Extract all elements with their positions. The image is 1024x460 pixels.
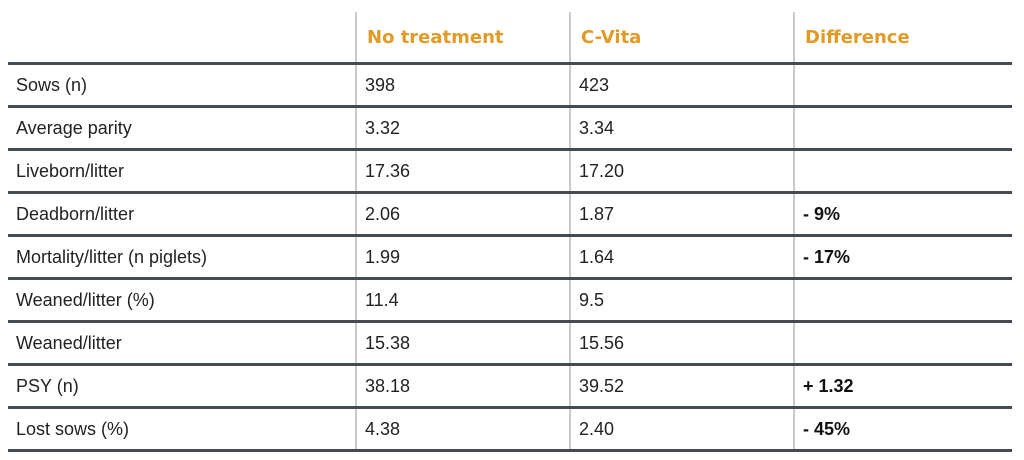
no-treatment-value: 2.06 — [355, 192, 570, 237]
difference-value — [793, 278, 1012, 323]
c-vita-value: 39.52 — [569, 364, 794, 409]
table-row: Sows (n) 398 423 — [8, 63, 1012, 108]
row-label: Weaned/litter (%) — [8, 278, 356, 323]
table-row: Deadborn/litter 2.06 1.87 - 9% — [8, 192, 1012, 237]
comparison-table: No treatment C-Vita Difference Sows (n) … — [8, 12, 1012, 452]
row-label: Lost sows (%) — [8, 407, 356, 452]
difference-value — [793, 149, 1012, 194]
c-vita-value: 9.5 — [569, 278, 794, 323]
no-treatment-value: 38.18 — [355, 364, 570, 409]
no-treatment-value: 11.4 — [355, 278, 570, 323]
difference-value: - 45% — [793, 407, 1012, 452]
c-vita-value: 1.87 — [569, 192, 794, 237]
table-row: Mortality/litter (n piglets) 1.99 1.64 -… — [8, 235, 1012, 280]
c-vita-value: 423 — [569, 63, 794, 108]
row-label: Average parity — [8, 106, 356, 151]
table-row: Lost sows (%) 4.38 2.40 - 45% — [8, 407, 1012, 452]
row-label: Mortality/litter (n piglets) — [8, 235, 356, 280]
table-row: Average parity 3.32 3.34 — [8, 106, 1012, 151]
c-vita-value: 1.64 — [569, 235, 794, 280]
no-treatment-value: 17.36 — [355, 149, 570, 194]
c-vita-value: 15.56 — [569, 321, 794, 366]
header-difference: Difference — [793, 12, 1012, 65]
no-treatment-value: 398 — [355, 63, 570, 108]
difference-value: + 1.32 — [793, 364, 1012, 409]
table-row: Liveborn/litter 17.36 17.20 — [8, 149, 1012, 194]
difference-value: - 9% — [793, 192, 1012, 237]
difference-value: - 17% — [793, 235, 1012, 280]
header-no-treatment: No treatment — [355, 12, 570, 65]
difference-value — [793, 63, 1012, 108]
row-label: Weaned/litter — [8, 321, 356, 366]
no-treatment-value: 4.38 — [355, 407, 570, 452]
row-label: Sows (n) — [8, 63, 356, 108]
table-row: Weaned/litter (%) 11.4 9.5 — [8, 278, 1012, 323]
c-vita-value: 2.40 — [569, 407, 794, 452]
c-vita-value: 17.20 — [569, 149, 794, 194]
difference-value — [793, 321, 1012, 366]
header-empty-cell — [8, 12, 356, 65]
header-row: No treatment C-Vita Difference — [8, 12, 1012, 65]
no-treatment-value: 1.99 — [355, 235, 570, 280]
row-label: Deadborn/litter — [8, 192, 356, 237]
no-treatment-value: 15.38 — [355, 321, 570, 366]
table-row: PSY (n) 38.18 39.52 + 1.32 — [8, 364, 1012, 409]
row-label: Liveborn/litter — [8, 149, 356, 194]
header-c-vita: C-Vita — [569, 12, 794, 65]
row-label: PSY (n) — [8, 364, 356, 409]
no-treatment-value: 3.32 — [355, 106, 570, 151]
table-row: Weaned/litter 15.38 15.56 — [8, 321, 1012, 366]
difference-value — [793, 106, 1012, 151]
c-vita-value: 3.34 — [569, 106, 794, 151]
